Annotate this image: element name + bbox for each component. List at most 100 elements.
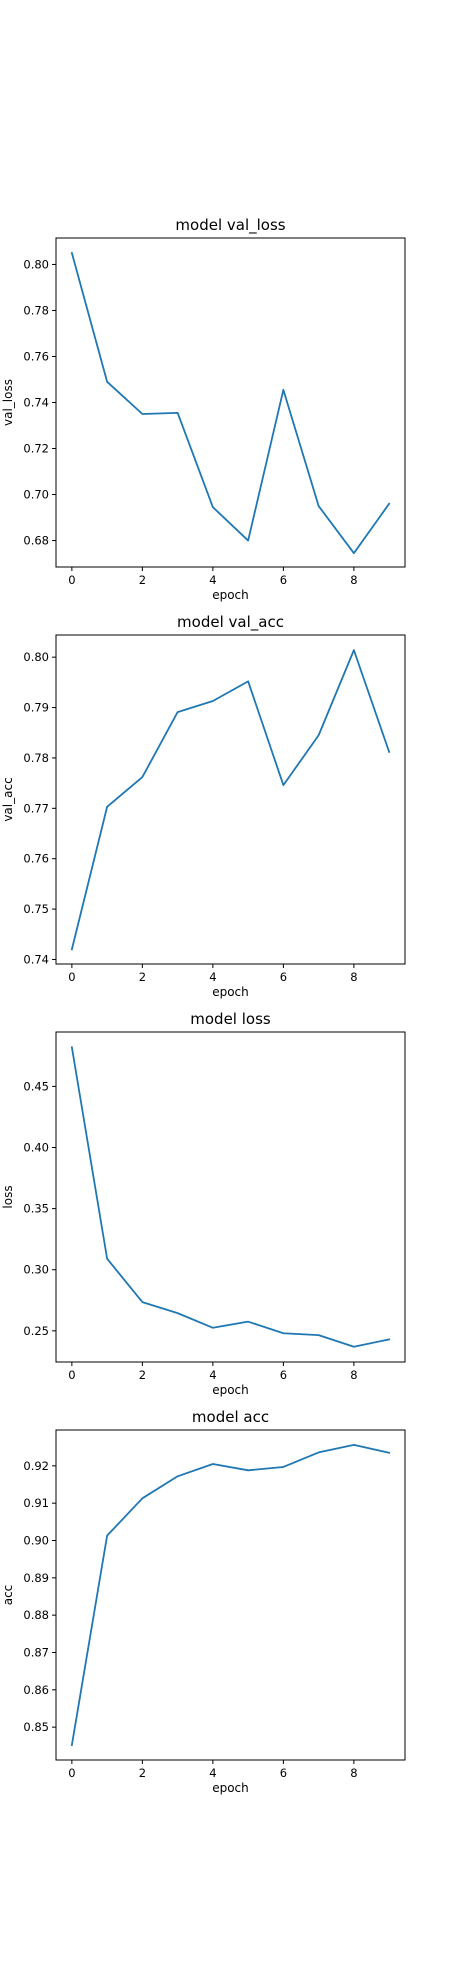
y-tick-label: 0.90 (23, 1533, 49, 1547)
chart-title: model acc (192, 1408, 269, 1426)
x-tick-label: 6 (280, 1368, 287, 1382)
y-tick-label: 0.70 (23, 488, 49, 502)
data-point (353, 1444, 355, 1446)
y-tick-label: 0.79 (23, 701, 49, 715)
data-point (388, 1338, 390, 1340)
y-tick-label: 0.92 (23, 1459, 49, 1473)
data-point (247, 1469, 249, 1471)
x-axis-label: epoch (212, 1383, 249, 1397)
y-tick-label: 0.40 (23, 1141, 49, 1155)
data-point (141, 776, 143, 778)
data-point (282, 784, 284, 786)
data-point (71, 948, 73, 950)
data-point (106, 1534, 108, 1536)
y-tick-label: 0.76 (23, 852, 49, 866)
data-point (282, 1466, 284, 1468)
x-tick-label: 2 (139, 970, 146, 984)
x-tick-label: 6 (280, 573, 287, 587)
x-tick-label: 0 (68, 573, 75, 587)
x-tick-label: 6 (280, 970, 287, 984)
y-tick-label: 0.74 (23, 952, 49, 966)
data-point (176, 412, 178, 414)
y-tick-label: 0.68 (23, 534, 49, 548)
y-tick-label: 0.78 (23, 303, 49, 317)
x-tick-label: 4 (209, 1766, 216, 1780)
x-tick-label: 4 (209, 970, 216, 984)
x-tick-label: 2 (139, 573, 146, 587)
y-tick-label: 0.76 (23, 349, 49, 363)
data-point (388, 1452, 390, 1454)
data-point (282, 389, 284, 391)
data-point (317, 1334, 319, 1336)
data-point (247, 1320, 249, 1322)
x-tick-label: 6 (280, 1766, 287, 1780)
data-point (71, 252, 73, 254)
y-tick-label: 0.85 (23, 1720, 49, 1734)
data-point (71, 1744, 73, 1746)
data-point (176, 711, 178, 713)
data-point (317, 1451, 319, 1453)
y-tick-label: 0.77 (23, 801, 49, 815)
x-axis-label: epoch (212, 588, 249, 602)
y-tick-label: 0.25 (23, 1324, 49, 1338)
x-tick-label: 0 (68, 1368, 75, 1382)
data-point (212, 506, 214, 508)
y-tick-label: 0.89 (23, 1571, 49, 1585)
x-axis-label: epoch (212, 1781, 249, 1795)
x-tick-label: 0 (68, 970, 75, 984)
y-tick-label: 0.88 (23, 1608, 49, 1622)
y-axis-label: val_loss (1, 379, 15, 426)
data-point (317, 734, 319, 736)
data-point (212, 1327, 214, 1329)
y-tick-label: 0.45 (23, 1079, 49, 1093)
data-point (353, 552, 355, 554)
x-tick-label: 8 (350, 1368, 357, 1382)
data-point (388, 751, 390, 753)
y-tick-label: 0.91 (23, 1496, 49, 1510)
data-point (353, 649, 355, 651)
chart-title: model val_acc (177, 613, 284, 632)
y-tick-label: 0.86 (23, 1683, 49, 1697)
y-tick-label: 0.35 (23, 1202, 49, 1216)
x-tick-label: 8 (350, 573, 357, 587)
data-point (141, 1301, 143, 1303)
chart-title: model val_loss (175, 216, 285, 235)
x-tick-label: 8 (350, 1766, 357, 1780)
data-point (176, 1312, 178, 1314)
y-tick-label: 0.87 (23, 1645, 49, 1659)
data-point (141, 413, 143, 415)
y-axis-label: acc (1, 1585, 15, 1606)
y-tick-label: 0.74 (23, 396, 49, 410)
data-point (353, 1346, 355, 1348)
data-point (212, 700, 214, 702)
y-tick-label: 0.78 (23, 751, 49, 765)
data-point (106, 806, 108, 808)
data-point (317, 505, 319, 507)
x-tick-label: 2 (139, 1766, 146, 1780)
data-point (176, 1475, 178, 1477)
data-point (388, 503, 390, 505)
y-tick-label: 0.80 (23, 257, 49, 271)
y-axis-label: val_acc (1, 777, 15, 821)
data-point (71, 1046, 73, 1048)
y-tick-label: 0.80 (23, 650, 49, 664)
x-tick-label: 4 (209, 1368, 216, 1382)
x-tick-label: 2 (139, 1368, 146, 1382)
x-tick-label: 0 (68, 1766, 75, 1780)
chart-title: model loss (190, 1010, 271, 1028)
data-point (141, 1497, 143, 1499)
y-tick-label: 0.75 (23, 902, 49, 916)
x-tick-label: 4 (209, 573, 216, 587)
y-tick-label: 0.30 (23, 1263, 49, 1277)
y-tick-label: 0.72 (23, 442, 49, 456)
data-point (247, 539, 249, 541)
data-point (106, 1258, 108, 1260)
data-point (282, 1332, 284, 1334)
data-point (212, 1463, 214, 1465)
data-point (247, 680, 249, 682)
data-point (106, 381, 108, 383)
x-axis-label: epoch (212, 985, 249, 999)
y-axis-label: loss (1, 1185, 15, 1208)
x-tick-label: 8 (350, 970, 357, 984)
